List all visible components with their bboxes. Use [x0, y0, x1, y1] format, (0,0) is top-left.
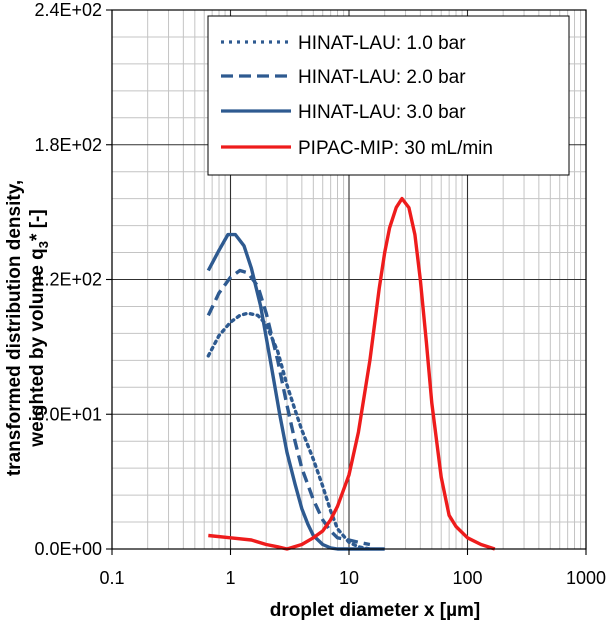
y-tick-label: 2.4E+02 [34, 0, 102, 20]
legend-entry-3: HINAT-LAU: 3.0 bar [221, 102, 466, 123]
legend-entry-4: PIPAC-MIP: 30 mL/min [221, 138, 493, 159]
y-axis-title-line2: weighted by volume q [27, 248, 48, 447]
series-line-1 [206, 311, 372, 551]
y-axis-title-subscript: 3 [36, 241, 51, 248]
y-axis-title-tail: * [-] [27, 209, 48, 241]
svg-text:weighted by volume q3* [-]: weighted by volume q3* [-] [27, 209, 51, 447]
series-line-2 [206, 268, 371, 547]
legend-label: HINAT-LAU: 3.0 bar [298, 102, 466, 123]
x-tick-label: 100 [452, 568, 482, 588]
svg-text:transformed distribution densi: transformed distribution density, [4, 180, 25, 476]
legend: HINAT-LAU: 1.0 bar HINAT-LAU: 2.0 bar HI… [207, 15, 570, 176]
legend-label: HINAT-LAU: 2.0 bar [298, 67, 466, 88]
y-tick-label: 1.8E+02 [34, 135, 102, 155]
y-axis-title: transformed distribution density, weight… [4, 180, 51, 476]
y-tick-label: 0.0E+00 [34, 539, 102, 559]
x-tick-label: 1000 [566, 568, 606, 588]
x-tick-label: 10 [339, 568, 359, 588]
y-tick-label: 1.2E+02 [34, 270, 102, 290]
y-tick-label: 6.0E+01 [34, 404, 102, 424]
legend-label: PIPAC-MIP: 30 mL/min [298, 138, 493, 159]
x-tick-label: 1 [225, 568, 235, 588]
legend-label: HINAT-LAU: 1.0 bar [298, 33, 466, 54]
legend-entry-1: HINAT-LAU: 1.0 bar [221, 33, 466, 54]
y-axis-title-line1: transformed distribution density, [4, 180, 25, 476]
x-tick-label: 0.1 [99, 568, 124, 588]
legend-entry-2: HINAT-LAU: 2.0 bar [221, 67, 466, 88]
x-axis-title: droplet diameter x [µm] [270, 600, 480, 621]
